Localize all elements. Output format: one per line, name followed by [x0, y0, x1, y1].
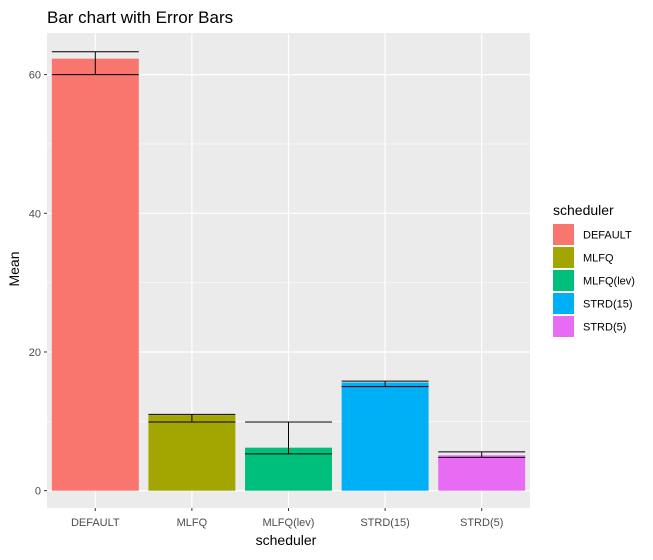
legend-label: DEFAULT — [583, 230, 632, 242]
legend-entry: STRD(5) — [553, 316, 626, 337]
y-axis-title: Mean — [6, 251, 22, 286]
legend-key — [553, 316, 574, 337]
legend-entry: MLFQ — [553, 247, 614, 268]
legend-label: STRD(5) — [583, 322, 626, 334]
error-bar — [438, 451, 526, 458]
x-tick-label: MLFQ(lev) — [263, 517, 315, 529]
legend-key — [553, 247, 574, 268]
bars — [51, 58, 526, 491]
legend-label: STRD(15) — [583, 299, 633, 311]
y-tick-label: 40 — [29, 208, 41, 220]
legend-entry: STRD(15) — [553, 293, 633, 314]
error-bar — [51, 51, 139, 76]
legend-key — [553, 270, 574, 291]
chart-title: Bar chart with Error Bars — [47, 8, 233, 27]
legend-entry: MLFQ(lev) — [553, 270, 635, 291]
y-tick-label: 0 — [35, 486, 41, 498]
error-bar — [148, 413, 236, 423]
bar — [148, 415, 236, 491]
bar — [245, 447, 332, 491]
x-axis-title: scheduler — [256, 532, 317, 548]
bar — [51, 58, 139, 491]
bar — [438, 455, 526, 491]
x-tick-label: STRD(15) — [360, 517, 410, 529]
x-tick-label: STRD(5) — [460, 517, 503, 529]
x-tick-label: DEFAULT — [71, 517, 120, 529]
x-tick-label: MLFQ — [177, 517, 208, 529]
legend-entry: DEFAULT — [553, 224, 632, 245]
legend-key — [553, 224, 574, 245]
y-tick-label: 20 — [29, 347, 41, 359]
error-bars — [51, 51, 526, 458]
y-axis-ticks: 0 20 40 60 — [29, 70, 47, 498]
legend: scheduler DEFAULT MLFQ MLFQ(lev) STRD(15) ST… — [553, 202, 635, 337]
error-bar — [341, 380, 429, 388]
bar — [341, 382, 429, 491]
legend-label: MLFQ(lev) — [583, 276, 635, 288]
legend-title: scheduler — [553, 202, 614, 218]
y-tick-label: 60 — [29, 70, 41, 82]
x-axis-ticks: DEFAULT MLFQ MLFQ(lev) STRD(15) STRD(5) — [71, 508, 503, 529]
legend-label: MLFQ — [583, 253, 614, 265]
legend-key — [553, 293, 574, 314]
error-bar — [245, 421, 332, 455]
